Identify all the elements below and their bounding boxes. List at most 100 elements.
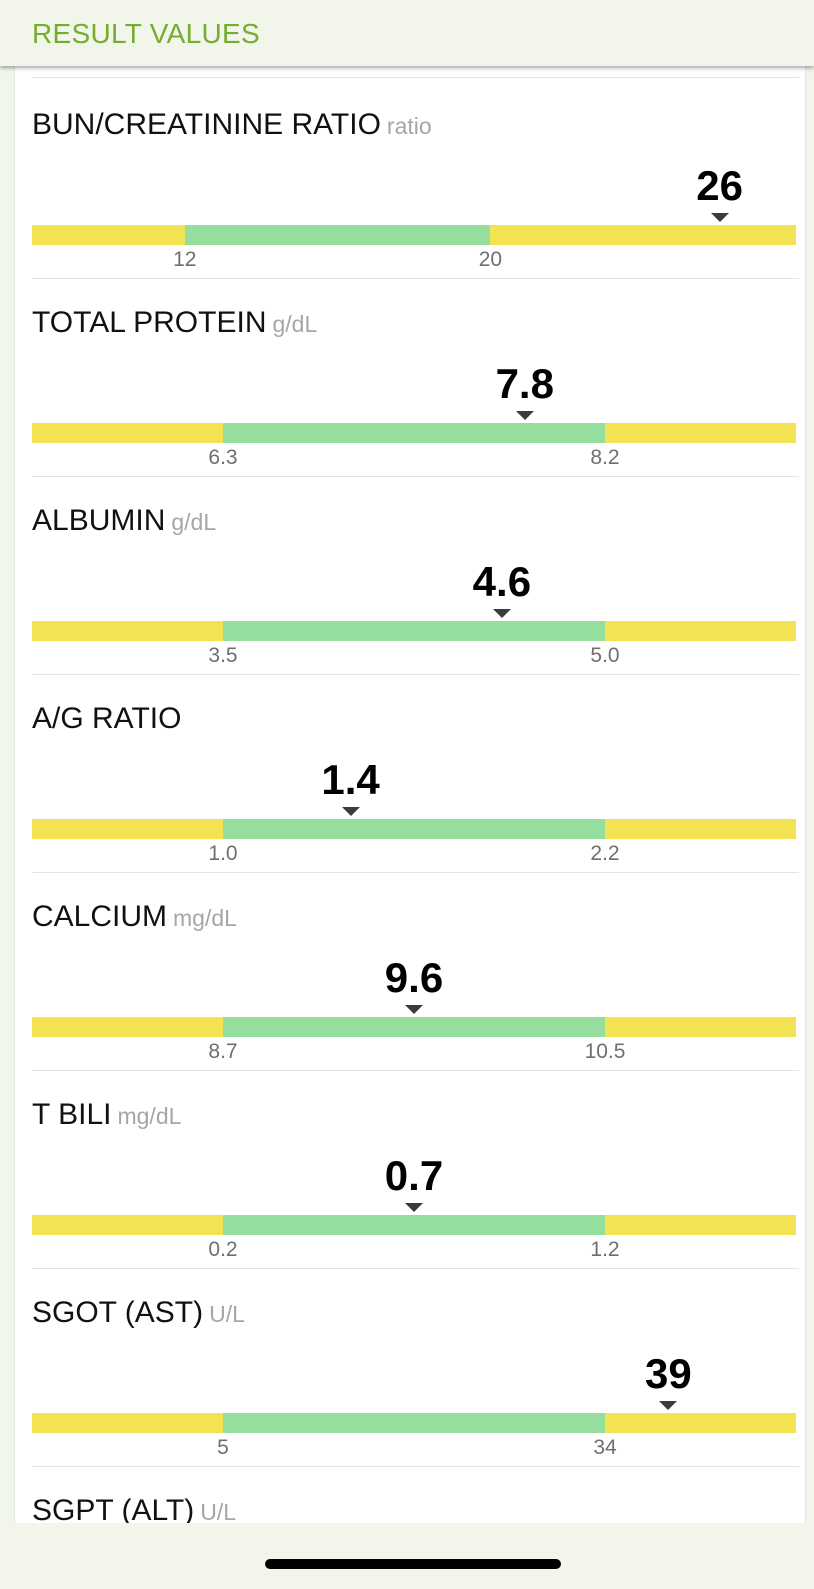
home-area — [0, 1523, 814, 1589]
value-marker-icon — [405, 1203, 423, 1212]
result-label: TOTAL PROTEIN — [32, 306, 267, 339]
result-label: ALBUMIN — [32, 504, 166, 537]
divider — [32, 278, 799, 279]
range-bar — [32, 225, 796, 245]
high-range-segment — [605, 1215, 796, 1235]
low-range-segment — [32, 621, 223, 641]
divider — [32, 872, 799, 873]
value-marker-icon — [492, 609, 511, 618]
range-bar — [32, 819, 796, 839]
result-unit: U/L — [209, 1301, 245, 1327]
normal-range-segment — [184, 225, 491, 245]
low-range-segment — [32, 1413, 223, 1433]
result-row[interactable]: SGOT (AST) U/L 5 34 39 — [15, 1266, 805, 1467]
value-marker-icon — [515, 411, 534, 420]
high-range-segment — [605, 423, 796, 443]
high-limit-label: 2.2 — [590, 842, 620, 865]
result-unit: mg/dL — [117, 1103, 182, 1129]
result-unit: g/dL — [272, 311, 318, 337]
results-list[interactable]: BUN/CREATININE RATIO ratio 12 20 26 TOTAL PRO… — [14, 66, 806, 1523]
high-limit-label: 1.2 — [590, 1238, 620, 1261]
divider — [32, 674, 799, 675]
range-bar — [32, 1017, 796, 1037]
value-marker-icon — [710, 213, 729, 222]
low-range-segment — [32, 1017, 223, 1037]
divider — [32, 1466, 799, 1467]
high-limit-label: 20 — [478, 248, 503, 271]
result-name: SGOT (AST) U/L — [32, 1296, 245, 1330]
result-name: ALBUMIN g/dL — [32, 504, 216, 538]
low-range-segment — [32, 819, 223, 839]
range-bar — [32, 1413, 796, 1433]
low-range-segment — [32, 423, 223, 443]
value-marker-icon — [405, 1005, 423, 1014]
result-name: A/G RATIO — [32, 702, 187, 736]
divider — [32, 1070, 799, 1071]
result-label: T BILI — [32, 1098, 112, 1131]
result-label: BUN/CREATININE RATIO — [32, 108, 381, 141]
low-limit-label: 3.5 — [208, 644, 238, 667]
header-bar: RESULT VALUES — [0, 0, 814, 66]
low-limit-label: 8.7 — [208, 1040, 238, 1063]
range-bar — [32, 621, 796, 641]
result-unit: U/L — [200, 1499, 237, 1523]
low-limit-label: 0.2 — [208, 1238, 238, 1261]
result-row[interactable]: T BILI mg/dL 0.2 1.2 0.7 — [15, 1068, 805, 1269]
result-value: 9.6 — [384, 954, 444, 1001]
low-limit-label: 12 — [173, 248, 197, 271]
high-limit-label: 5.0 — [590, 644, 620, 667]
result-value: 0.7 — [384, 1152, 444, 1199]
result-row[interactable]: TOTAL PROTEIN g/dL 6.3 8.2 7.8 — [15, 276, 805, 477]
value-marker-icon — [659, 1401, 678, 1410]
result-name: BUN/CREATININE RATIO ratio — [32, 108, 432, 142]
result-label: CALCIUM — [32, 900, 168, 933]
result-name: SGPT (ALT) U/L — [32, 1494, 236, 1523]
divider — [32, 476, 799, 477]
range-bar — [32, 423, 796, 443]
result-label: A/G RATIO — [32, 702, 182, 735]
low-limit-label: 1.0 — [208, 842, 238, 865]
high-limit-label: 34 — [593, 1436, 617, 1459]
high-range-segment — [605, 819, 796, 839]
high-limit-label: 10.5 — [584, 1040, 626, 1063]
result-value: 26 — [696, 162, 743, 209]
result-value: 1.4 — [321, 756, 380, 803]
low-range-segment — [32, 1215, 223, 1235]
result-unit: mg/dL — [173, 905, 237, 931]
low-limit-label: 6.3 — [208, 446, 238, 469]
result-row[interactable]: ALBUMIN g/dL 3.5 5.0 4.6 — [15, 474, 805, 675]
divider — [32, 1268, 799, 1269]
result-unit: g/dL — [171, 509, 217, 535]
result-row[interactable]: BUN/CREATININE RATIO ratio 12 20 26 — [15, 78, 805, 279]
high-range-segment — [490, 225, 796, 245]
result-label: SGPT (ALT) — [32, 1494, 195, 1523]
normal-range-segment — [223, 1215, 605, 1235]
normal-range-segment — [223, 423, 605, 443]
result-unit: ratio — [386, 113, 432, 139]
high-range-segment — [605, 1413, 796, 1433]
value-marker-icon — [341, 807, 360, 816]
result-value: 7.8 — [495, 360, 554, 407]
high-limit-label: 8.2 — [590, 446, 620, 469]
result-name: TOTAL PROTEIN g/dL — [32, 306, 317, 340]
result-row[interactable]: SGPT (ALT) U/L — [15, 1464, 805, 1523]
result-name: CALCIUM mg/dL — [32, 900, 237, 934]
high-range-segment — [605, 621, 796, 641]
normal-range-segment — [223, 819, 605, 839]
normal-range-segment — [223, 1017, 605, 1037]
page-title: RESULT VALUES — [32, 18, 260, 49]
normal-range-segment — [223, 1413, 605, 1433]
result-name: T BILI mg/dL — [32, 1098, 181, 1132]
low-limit-label: 5 — [217, 1436, 229, 1459]
home-indicator[interactable] — [265, 1559, 561, 1569]
result-value: 4.6 — [472, 558, 532, 605]
divider — [32, 77, 799, 78]
low-range-segment — [32, 225, 185, 245]
result-label: SGOT (AST) — [32, 1296, 204, 1329]
result-row[interactable]: CALCIUM mg/dL 8.7 10.5 9.6 — [15, 870, 805, 1071]
result-value: 39 — [645, 1350, 692, 1397]
range-bar — [32, 1215, 796, 1235]
high-range-segment — [605, 1017, 796, 1037]
normal-range-segment — [223, 621, 605, 641]
result-row[interactable]: A/G RATIO 1.0 2.2 1.4 — [15, 672, 805, 873]
